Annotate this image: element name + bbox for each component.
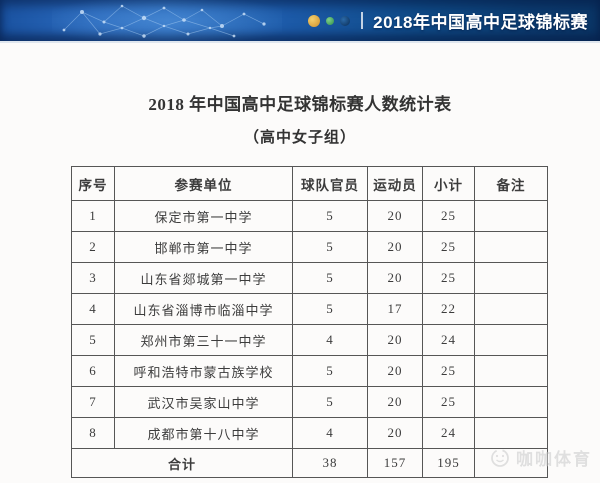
row-athletes: 20 — [367, 355, 423, 387]
stats-table: 序号 参赛单位 球队官员 运动员 小计 备注 1 保定市第一中学 5 20 25… — [71, 166, 548, 478]
row-officials: 5 — [292, 200, 368, 232]
row-remark — [474, 386, 548, 418]
row-unit: 武汉市吴家山中学 — [114, 386, 293, 418]
total-label: 合计 — [71, 448, 293, 478]
row-subtotal: 25 — [422, 355, 475, 387]
row-officials: 5 — [292, 355, 368, 387]
row-athletes: 17 — [367, 293, 423, 325]
row-athletes: 20 — [367, 324, 423, 356]
row-officials: 5 — [292, 231, 368, 263]
row-unit: 呼和浩特市蒙古族学校 — [114, 355, 293, 387]
row-officials: 5 — [292, 262, 368, 294]
row-remark — [474, 293, 548, 325]
championship-banner: 2018年中国高中足球锦标赛 — [0, 0, 600, 43]
page-title: 2018 年中国高中足球锦标赛人数统计表 — [148, 95, 452, 114]
row-remark — [474, 231, 548, 263]
row-subtotal: 25 — [422, 262, 475, 294]
row-no: 3 — [71, 262, 115, 294]
row-no: 7 — [71, 386, 115, 418]
table-row: 7 武汉市吴家山中学 5 20 25 — [71, 386, 548, 418]
row-unit: 成都市第十八中学 — [114, 417, 293, 449]
banner-title: 2018年中国高中足球锦标赛 — [373, 13, 588, 32]
page-subtitle: （高中女子组） — [243, 130, 356, 146]
row-subtotal: 25 — [422, 231, 475, 263]
row-no: 5 — [71, 324, 115, 356]
row-remark — [474, 200, 548, 232]
table-row: 2 邯郸市第一中学 5 20 25 — [71, 231, 548, 263]
row-unit: 郑州市第三十一中学 — [114, 324, 293, 356]
total-subtotal: 195 — [422, 448, 475, 478]
row-athletes: 20 — [367, 417, 423, 449]
row-remark — [474, 355, 548, 387]
column-header-remark: 备注 — [474, 166, 548, 201]
row-unit: 保定市第一中学 — [114, 200, 293, 232]
row-subtotal: 24 — [422, 417, 475, 449]
table-row: 5 郑州市第三十一中学 4 20 24 — [71, 324, 548, 356]
row-athletes: 20 — [367, 231, 423, 263]
row-remark — [474, 262, 548, 294]
row-no: 6 — [71, 355, 115, 387]
row-officials: 4 — [292, 324, 368, 356]
table-row: 4 山东省淄博市临淄中学 5 17 22 — [71, 293, 548, 325]
row-athletes: 20 — [367, 386, 423, 418]
column-header-no: 序号 — [71, 166, 115, 201]
row-subtotal: 25 — [422, 386, 475, 418]
header-row: 序号 参赛单位 球队官员 运动员 小计 备注 — [71, 166, 548, 201]
green-dot-icon — [326, 16, 335, 25]
row-subtotal: 24 — [422, 324, 475, 356]
row-unit: 邯郸市第一中学 — [114, 231, 293, 263]
row-officials: 5 — [292, 293, 368, 325]
row-athletes: 20 — [367, 262, 423, 294]
row-officials: 4 — [292, 417, 368, 449]
constellation-pattern-icon — [52, 0, 282, 41]
row-athletes: 20 — [367, 200, 423, 232]
row-remark — [474, 417, 548, 449]
column-header-subtotal: 小计 — [422, 166, 475, 201]
column-header-athletes: 运动员 — [367, 166, 423, 201]
row-no: 4 — [71, 293, 115, 325]
banner-title-group: 2018年中国高中足球锦标赛 — [308, 0, 588, 41]
table-row: 3 山东省郯城第一中学 5 20 25 — [71, 262, 548, 294]
row-no: 1 — [71, 200, 115, 232]
table-row: 1 保定市第一中学 5 20 25 — [71, 200, 548, 232]
total-athletes: 157 — [367, 448, 423, 478]
row-remark — [474, 324, 548, 356]
total-officials: 38 — [292, 448, 368, 478]
gold-ball-icon — [308, 14, 321, 27]
row-subtotal: 22 — [422, 293, 475, 325]
row-unit: 山东省郯城第一中学 — [114, 262, 293, 294]
table-row: 6 呼和浩特市蒙古族学校 5 20 25 — [71, 355, 548, 387]
row-no: 2 — [71, 231, 115, 263]
row-officials: 5 — [292, 386, 368, 418]
total-row: 合计 38 157 195 — [71, 448, 548, 478]
row-unit: 山东省淄博市临淄中学 — [114, 293, 293, 325]
table-row: 8 成都市第十八中学 4 20 24 — [71, 417, 548, 449]
navy-dot-icon — [340, 15, 351, 26]
row-subtotal: 25 — [422, 200, 475, 232]
total-remark — [474, 448, 548, 478]
column-header-officials: 球队官员 — [292, 166, 368, 201]
separator-bar — [361, 12, 364, 29]
row-no: 8 — [71, 417, 115, 449]
column-header-unit: 参赛单位 — [114, 166, 293, 201]
